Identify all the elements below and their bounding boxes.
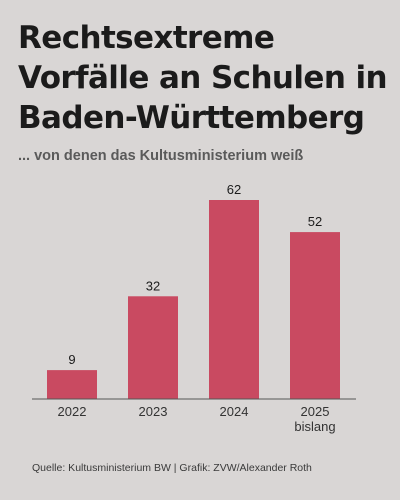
x-tick-label-2023: 2023 [139,404,168,419]
source-note: Quelle: Kultusministerium BW | Grafik: Z… [32,462,312,474]
value-label-2023: 32 [146,278,160,293]
value-label-2024: 62 [227,182,241,197]
bar-2024 [209,200,259,399]
chart-subtitle: ... von denen das Kultusministerium weiß [18,148,304,164]
chart-title: Rechtsextreme Vorfälle an Schulen in Bad… [18,20,388,136]
value-label-2022: 9 [68,352,75,367]
value-labels-group: 9 32 62 52 [68,182,322,367]
bars-group [47,200,340,399]
bar-2022 [47,370,97,399]
bar-2025 [290,232,340,399]
bar-chart: 9 32 62 52 2022 2023 2024 2025 bislang [32,182,356,434]
x-tick-label-2022: 2022 [58,404,87,419]
x-tick-label-2024: 2024 [220,404,249,419]
value-label-2025: 52 [308,214,322,229]
bar-2023 [128,296,178,399]
x-tick-label-2025: 2025 bislang [294,404,335,434]
x-tick-labels-group: 2022 2023 2024 2025 bislang [58,404,336,434]
